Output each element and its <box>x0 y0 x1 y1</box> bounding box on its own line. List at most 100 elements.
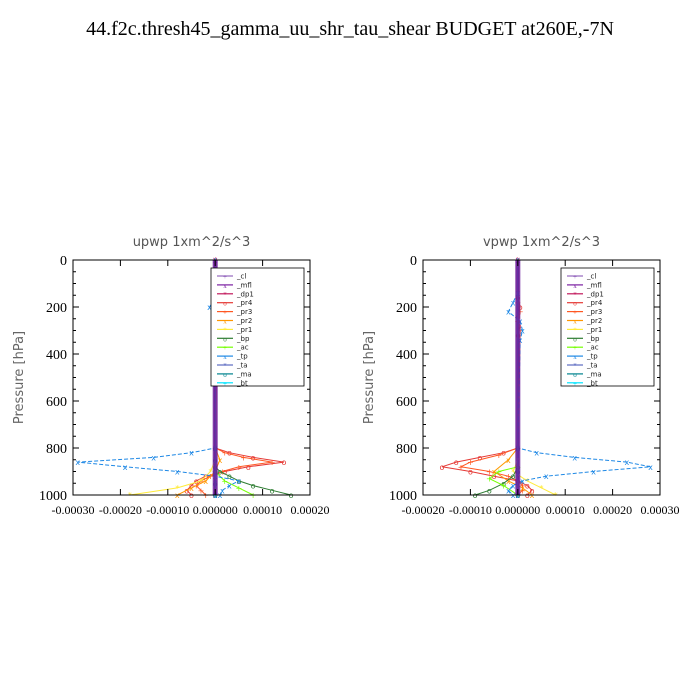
legend-label: _dp1 <box>586 290 604 298</box>
legend-label: _bp <box>586 335 600 343</box>
data-point: + <box>236 463 243 472</box>
legend-label: _cl <box>236 273 246 281</box>
data-point: o <box>525 482 530 491</box>
legend-marker: + <box>573 344 577 352</box>
data-point: + <box>486 475 493 484</box>
legend-label: _pr4 <box>236 299 253 307</box>
legend-marker: x <box>573 353 577 361</box>
legend-label: _ta <box>586 362 598 370</box>
y-tick-label: 600 <box>46 395 67 410</box>
data-point: x <box>572 453 577 462</box>
data-point: o <box>281 458 286 467</box>
data-point: x <box>511 482 516 491</box>
y-tick-label: 200 <box>396 301 417 316</box>
data-point: o <box>189 482 194 491</box>
y-tick-label: 0 <box>410 254 417 269</box>
data-point: * <box>511 468 515 477</box>
legend-label: _bp <box>236 335 250 343</box>
data-point: o <box>530 486 535 495</box>
data-point: * <box>525 477 529 486</box>
data-point: o <box>468 468 473 477</box>
data-point: x <box>520 477 525 486</box>
data-point: + <box>458 463 465 472</box>
legend-marker: * <box>223 362 227 370</box>
data-point: + <box>269 458 276 467</box>
legend-marker: x <box>223 318 227 326</box>
data-point: x <box>123 463 128 472</box>
data-point: o <box>222 468 227 477</box>
data-point: + <box>486 468 493 477</box>
legend-marker: o <box>223 335 227 343</box>
legend-marker: * <box>223 291 227 299</box>
data-point: x <box>544 472 549 481</box>
x-tick-label: 0.00020 <box>291 503 330 517</box>
data-point: o <box>270 486 275 495</box>
data-point: x <box>648 463 653 472</box>
y-tick-label: 400 <box>396 348 417 363</box>
x-tick-label: -0.00030 <box>52 503 95 517</box>
legend-marker: o <box>573 335 577 343</box>
data-point: x <box>518 336 523 345</box>
legend-marker: * <box>573 326 577 334</box>
legend-marker: x <box>223 282 227 290</box>
data-point: x <box>151 453 156 462</box>
x-tick-label: 0.00010 <box>243 503 282 517</box>
legend-marker: * <box>573 362 577 370</box>
data-point: x <box>207 303 212 312</box>
legend-marker: o <box>573 300 577 308</box>
legend-label: _ac <box>586 344 599 352</box>
legend-label: _cl <box>586 273 596 281</box>
y-tick-label: 800 <box>46 442 67 457</box>
legend-marker: o <box>223 371 227 379</box>
x-tick-label: -0.00010 <box>146 503 189 517</box>
legend-marker: + <box>573 380 577 388</box>
data-point: o <box>251 482 256 491</box>
data-point: x <box>506 477 511 486</box>
x-tick-label: 0.00030 <box>641 503 680 517</box>
data-point: o <box>246 463 251 472</box>
x-tick-label: 0.00020 <box>593 503 632 517</box>
legend-marker: * <box>573 291 577 299</box>
data-point: * <box>208 468 212 477</box>
data-point: x <box>591 468 596 477</box>
legend-marker: + <box>223 344 227 352</box>
data-point: + <box>519 482 526 491</box>
y-axis-label: Pressure [hPa] <box>12 331 27 424</box>
data-point: x <box>506 308 511 317</box>
data-point: o <box>487 486 492 495</box>
data-point: x <box>534 449 539 458</box>
data-point: x <box>175 468 180 477</box>
series-line-ac <box>488 466 519 496</box>
data-point: + <box>505 472 512 481</box>
legend-label: _pr4 <box>586 299 603 307</box>
data-point: o <box>501 479 506 488</box>
y-tick-label: 800 <box>396 442 417 457</box>
x-tick-label: 0.000000 <box>495 503 540 517</box>
data-point: x <box>189 449 194 458</box>
x-tick-label: -0.00020 <box>402 503 445 517</box>
data-point: x <box>492 468 497 477</box>
x-tick-label: -0.00010 <box>449 503 492 517</box>
data-point: o <box>217 468 222 477</box>
y-tick-label: 400 <box>46 348 67 363</box>
series-line-ac <box>214 471 254 496</box>
data-point: + <box>495 451 502 460</box>
data-point: * <box>175 484 179 493</box>
data-point: x <box>511 298 516 307</box>
x-tick-label: -0.00020 <box>99 503 142 517</box>
legend-label: _ac <box>236 344 249 352</box>
legend-label: _pr1 <box>236 326 252 334</box>
data-point: o <box>492 472 497 481</box>
y-tick-label: 1000 <box>389 489 417 504</box>
data-point: + <box>198 486 205 495</box>
legend-label: _pr1 <box>586 326 602 334</box>
legend-box <box>560 267 655 387</box>
legend-label: _pr3 <box>236 308 252 316</box>
legend-label: _tp <box>236 353 248 361</box>
legend-label: _ta <box>236 362 248 370</box>
data-point: * <box>540 484 544 493</box>
legend-marker: * <box>223 326 227 334</box>
